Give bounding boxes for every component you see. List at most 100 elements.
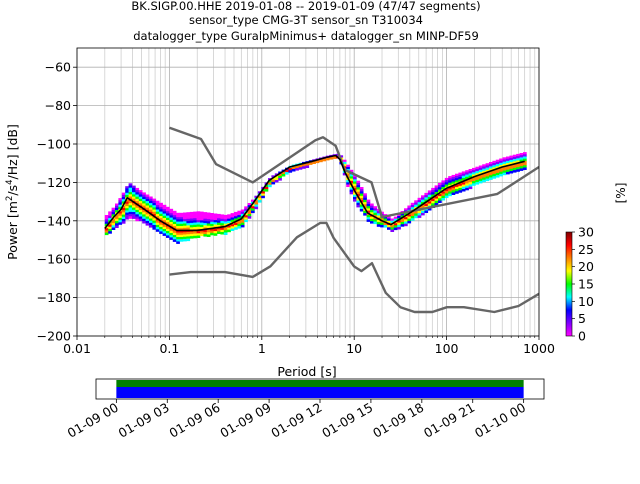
psd-cell	[492, 169, 497, 173]
chart-title-line-1: BK.SIGP.00.HHE 2019-01-08 -- 2019-01-09 …	[131, 0, 480, 13]
psd-cell	[213, 233, 218, 236]
psd-cell	[519, 159, 524, 163]
psd-cell	[438, 182, 442, 186]
psd-cell	[104, 217, 109, 220]
psd-cell	[155, 205, 160, 208]
psd-cell	[506, 171, 510, 175]
psd-cell	[499, 169, 503, 172]
psd-cell	[142, 216, 146, 220]
psd-cell	[142, 203, 146, 206]
psd-cell	[145, 207, 150, 211]
y-axis-label: Power [m2/s4/Hz] [dB]	[5, 124, 20, 260]
psd-cell	[427, 190, 432, 193]
psd-cell	[489, 162, 493, 165]
psd-cell	[108, 226, 112, 230]
psd-cell	[176, 241, 180, 244]
y-tick-label: −60	[45, 60, 71, 75]
psd-cell	[193, 233, 197, 237]
psd-cell	[183, 214, 187, 218]
psd-cell	[217, 231, 221, 234]
psd-cell	[138, 212, 143, 215]
psd-cell	[387, 220, 391, 224]
psd-cell	[172, 237, 177, 240]
psd-cell	[132, 190, 136, 193]
psd-cell	[159, 216, 163, 219]
psd-cell	[417, 206, 422, 210]
psd-cell	[444, 180, 449, 183]
psd-cell	[397, 216, 401, 219]
psd-cell	[356, 191, 361, 195]
psd-cell	[206, 212, 211, 215]
psd-cell	[472, 183, 476, 186]
psd-cell	[434, 187, 439, 191]
psd-cell	[162, 226, 167, 230]
psd-cell	[482, 173, 486, 176]
psd-cell	[104, 228, 109, 231]
psd-cell	[206, 219, 211, 222]
psd-cell	[431, 190, 435, 193]
psd-cell	[519, 157, 524, 160]
psd-cell	[220, 229, 225, 233]
psd-cell	[142, 199, 146, 202]
psd-cell	[162, 220, 167, 223]
psd-cell	[108, 229, 112, 232]
psd-cell	[244, 219, 248, 223]
psd-cell	[482, 168, 486, 172]
psd-cell	[506, 158, 510, 162]
psd-cell	[502, 166, 507, 169]
psd-cell	[186, 216, 191, 220]
psd-cell	[196, 211, 201, 214]
psd-cell	[261, 193, 265, 196]
psd-cell	[421, 199, 425, 203]
psd-cell	[441, 182, 446, 186]
x-tick-label: 100	[435, 341, 459, 356]
psd-cell	[458, 190, 463, 193]
y-tick-label: −120	[37, 175, 71, 190]
psd-cell	[427, 197, 432, 200]
psd-cell	[472, 176, 476, 180]
psd-cell	[489, 173, 493, 176]
psd-cell	[485, 172, 490, 175]
psd-cell	[339, 155, 344, 158]
psd-cell	[274, 180, 279, 183]
psd-cell	[169, 224, 174, 227]
psd-cell	[455, 191, 459, 194]
psd-cell	[118, 222, 123, 225]
psd-cell	[281, 174, 286, 177]
plot-area: 0.01 0.1 1 10 100 1000 −200 −180 −160 −140 −120 −1…	[37, 47, 555, 356]
psd-cell	[400, 215, 405, 218]
psd-cell	[278, 178, 282, 181]
psd-cell	[135, 205, 140, 208]
psd-cell	[254, 195, 259, 199]
psd-cell	[186, 234, 191, 237]
psd-cell	[169, 222, 174, 225]
psd-cell	[145, 203, 150, 206]
psd-cell	[465, 181, 469, 184]
psd-cell	[203, 214, 208, 217]
psd-cell	[227, 216, 231, 219]
psd-cell	[166, 231, 170, 234]
psd-cell	[152, 220, 157, 224]
psd-cell	[451, 192, 456, 195]
psd-cell	[183, 232, 187, 235]
psd-cell	[298, 165, 303, 168]
psd-cell	[149, 214, 153, 217]
psd-cell	[237, 226, 242, 229]
psd-cell	[186, 238, 191, 242]
colorbar-tick-label: 20	[578, 259, 594, 274]
psd-cell	[223, 221, 228, 224]
psd-cell	[271, 175, 276, 178]
psd-cell	[370, 203, 374, 206]
psd-cell	[359, 198, 364, 201]
psd-cell	[400, 222, 405, 225]
psd-cell	[111, 225, 116, 228]
psd-cell	[465, 183, 469, 186]
psd-cell	[142, 221, 146, 224]
psd-cell	[468, 173, 473, 176]
psd-cell	[478, 167, 483, 171]
psd-cell	[223, 230, 228, 233]
psd-cell	[485, 165, 490, 168]
psd-cell	[138, 203, 143, 206]
y-axis: −200 −180 −160 −140 −120 −100 −80 −60	[37, 60, 77, 344]
psd-cell	[217, 224, 221, 228]
